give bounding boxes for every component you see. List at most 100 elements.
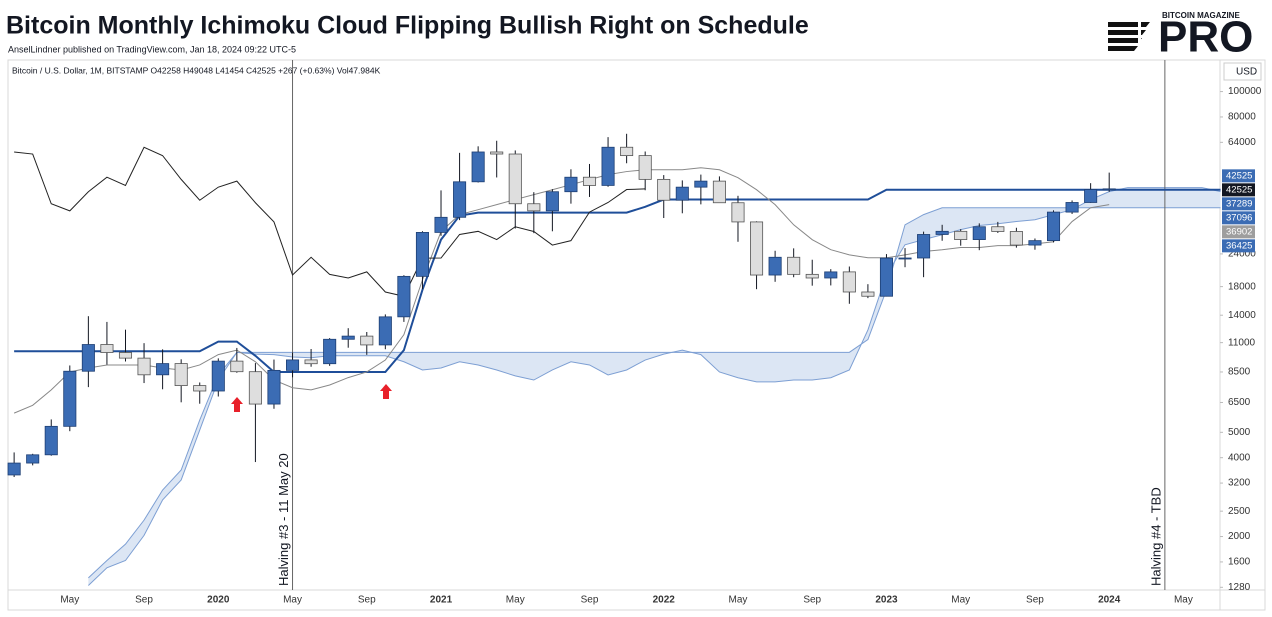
x-tick-label: 2020	[207, 595, 230, 606]
logo-gap	[1138, 14, 1141, 54]
x-tick-label: 2022	[653, 595, 676, 606]
candle-body	[230, 360, 244, 373]
candle-body	[898, 257, 912, 260]
price-label-box	[1222, 183, 1255, 197]
y-tick-label: 4000	[1228, 452, 1251, 463]
x-tick-label: May	[951, 595, 970, 606]
candle-body	[879, 257, 893, 297]
logo-stripe	[1108, 22, 1150, 27]
brand-main: PRO	[1158, 13, 1253, 62]
candle-body	[434, 216, 448, 233]
candle-body	[1102, 188, 1116, 191]
candle-body	[527, 203, 541, 212]
x-tick-label: Sep	[581, 595, 599, 606]
candle-body	[26, 454, 40, 464]
y-tick-label: 1280	[1228, 582, 1251, 593]
candle-body	[1084, 189, 1098, 203]
candle-body	[768, 256, 782, 276]
x-tick-label: May	[729, 595, 748, 606]
price-label: 42525	[1226, 184, 1252, 195]
candle-body	[378, 316, 392, 346]
candle-body	[63, 370, 77, 427]
price-label: 37096	[1226, 212, 1252, 223]
chart-frame	[7, 59, 1266, 611]
price-label: 37289	[1226, 198, 1252, 209]
candle-body	[657, 178, 671, 201]
x-tick-label: Sep	[1026, 595, 1044, 606]
x-tick-label: May	[1174, 595, 1193, 606]
candle-body	[508, 153, 522, 205]
candle-body	[991, 226, 1005, 232]
symbol-line: Bitcoin / U.S. Dollar, 1M, BITSTAMP O422…	[12, 65, 381, 75]
candle-body	[972, 226, 986, 240]
logo-stripe	[1108, 30, 1146, 35]
red-arrow	[380, 384, 392, 399]
y-tick-label: 2000	[1228, 531, 1251, 542]
y-tick-label: 6500	[1228, 397, 1251, 408]
candle-body	[638, 155, 652, 180]
logo-stripe	[1108, 46, 1138, 51]
candle-body	[44, 425, 58, 456]
y-tick-label: 64000	[1228, 137, 1256, 148]
candle-body	[7, 462, 21, 476]
y-tick-label: 24000	[1228, 249, 1256, 260]
cloud-span	[88, 187, 1221, 579]
candle-body	[601, 146, 615, 186]
subtitle: AnselLindner published on TradingView.co…	[8, 44, 296, 54]
currency: USD	[1236, 67, 1257, 78]
candle-body	[360, 335, 374, 346]
candle-body	[100, 344, 114, 353]
x-tick-label: May	[506, 595, 525, 606]
candle-body	[397, 275, 411, 318]
cloud-span	[88, 207, 1221, 586]
x-tick-label: Sep	[135, 595, 153, 606]
candle-body	[1065, 202, 1079, 213]
brand-top: BITCOIN MAGAZINE	[1162, 11, 1240, 20]
y-tick-label: 3200	[1228, 478, 1251, 489]
candle-body	[137, 357, 151, 376]
x-tick-label: 2024	[1098, 595, 1121, 606]
indicator-line	[14, 188, 1221, 373]
event-label: Halving #4 - TBD	[1148, 487, 1163, 586]
event-label: Halving #3 - 11 May 20	[276, 453, 291, 586]
candle-body	[935, 230, 949, 235]
price-label-box	[1222, 169, 1255, 183]
candle-body	[174, 363, 188, 386]
y-tick-label: 11000	[1228, 337, 1256, 348]
x-tick-label: 2021	[430, 595, 453, 606]
candle-body	[286, 359, 300, 371]
candle-body	[341, 335, 355, 340]
price-label: 42525	[1226, 170, 1252, 181]
candle-body	[545, 191, 559, 212]
candle-body	[805, 273, 819, 279]
candle-body	[675, 186, 689, 201]
x-tick-label: Sep	[358, 595, 376, 606]
currency-box	[1223, 62, 1262, 81]
candle-body	[267, 369, 281, 405]
y-tick-label: 14000	[1228, 310, 1256, 321]
price-label-box	[1222, 211, 1255, 225]
price-label: 36425	[1226, 240, 1252, 251]
candle-body	[490, 151, 504, 155]
y-tick-label: 100000	[1228, 86, 1262, 97]
candle-body	[211, 360, 225, 392]
chart-title: Bitcoin Monthly Ichimoku Cloud Flipping …	[6, 12, 809, 40]
candle-body	[582, 176, 597, 186]
candle-body	[415, 232, 429, 277]
candle-body	[453, 181, 467, 218]
candle-body	[787, 256, 801, 275]
indicator-line	[14, 146, 646, 297]
candle-body	[1009, 231, 1023, 246]
x-tick-label: May	[60, 595, 79, 606]
candle-body	[750, 221, 764, 276]
x-tick-label: Sep	[803, 595, 821, 606]
y-tick-label: 18000	[1228, 281, 1256, 292]
brand-logo: BITCOIN MAGAZINE PRO	[1108, 11, 1253, 62]
y-tick-label: 8500	[1228, 367, 1251, 378]
red-arrow	[231, 397, 243, 412]
candle-body	[193, 385, 207, 392]
candle-body	[712, 180, 726, 204]
candle-body	[248, 371, 262, 405]
candle-body	[824, 271, 838, 279]
